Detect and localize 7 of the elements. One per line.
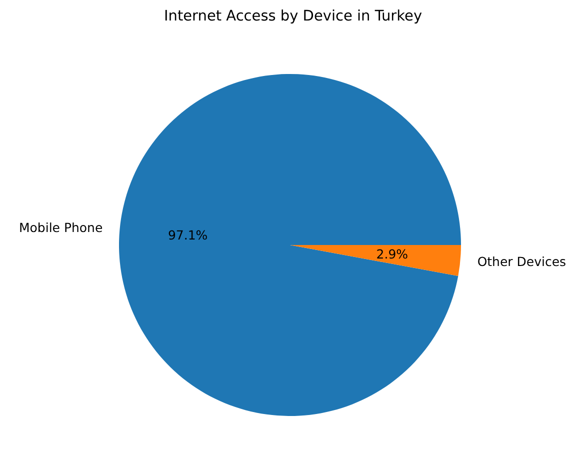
data-label: 97.1%: [168, 228, 208, 243]
data-label: 2.9%: [376, 246, 408, 262]
pie-slice: [119, 74, 461, 416]
pie-slice: [290, 245, 461, 276]
slice-label: Mobile Phone: [18, 220, 103, 235]
chart-title: Internet Access by Device in Turkey: [164, 8, 422, 24]
slice-label: Other Devices: [477, 254, 566, 270]
